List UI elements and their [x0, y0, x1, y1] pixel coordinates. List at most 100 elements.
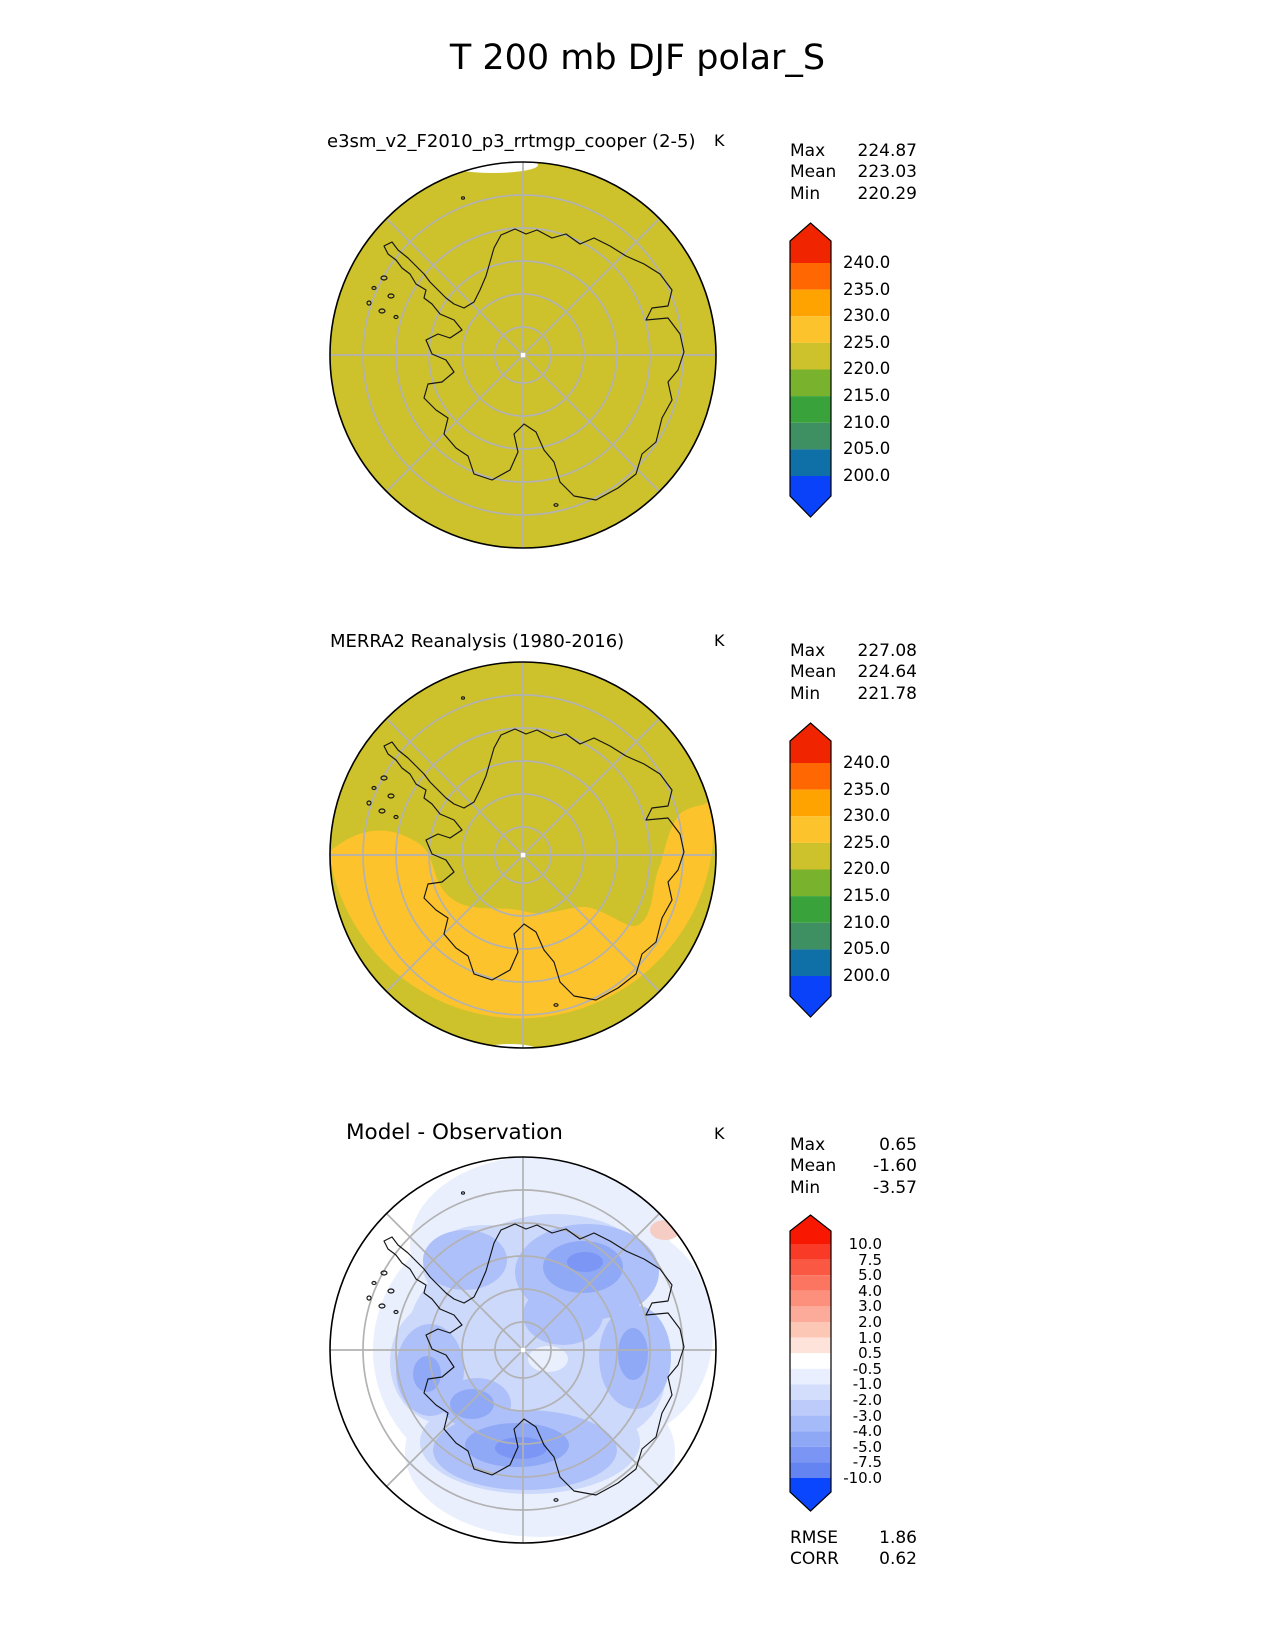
colorbar-panel3 [789, 1214, 832, 1512]
colorbar-tick: 200.0 [843, 966, 891, 985]
colorbar-tick: 220.0 [843, 859, 891, 878]
colorbar-tick: 205.0 [843, 939, 891, 958]
stat-value: 0.62 [879, 1549, 917, 1570]
colorbar-tick: 7.5 [858, 1251, 882, 1269]
panel1-units: K [714, 131, 725, 150]
colorbar-tick: 230.0 [843, 306, 891, 325]
panel3-title: Model - Observation [346, 1120, 563, 1145]
pole-dot [520, 852, 526, 858]
panel1-title: e3sm_v2_F2010_p3_rrtmgp_cooper (2-5) [327, 131, 696, 152]
colorbar-tick: 240.0 [843, 753, 891, 772]
stat-row: CORR 0.62 [790, 1549, 917, 1570]
colorbar-tick: 210.0 [843, 413, 891, 432]
colorbar-tick: -7.5 [852, 1453, 882, 1471]
map-diff-polar [329, 1156, 717, 1544]
panel2-units: K [714, 631, 725, 650]
colorbar-tick: 1.0 [858, 1329, 882, 1347]
colorbar-tick: -0.5 [852, 1360, 882, 1378]
stat-label: RMSE [790, 1528, 839, 1548]
map-boundary [329, 661, 717, 1049]
stat-value: 220.29 [857, 183, 917, 204]
colorbar-tick: -10.0 [843, 1469, 882, 1487]
colorbar-panel2 [789, 722, 832, 1018]
stat-value: 224.87 [857, 141, 917, 161]
colorbar-tick: 205.0 [843, 439, 891, 458]
stat-row: Mean -1.60 [790, 1156, 917, 1177]
stat-label: Mean [790, 162, 837, 183]
colorbar-tick: -1.0 [852, 1375, 882, 1393]
panel3-skill-scores: RMSE 1.86 CORR 0.62 [790, 1528, 917, 1571]
stat-label: Mean [790, 1156, 837, 1177]
stat-row: Max 0.65 [790, 1135, 917, 1156]
colorbar-tick: 215.0 [843, 386, 891, 405]
page-title: T 200 mb DJF polar_S [449, 38, 826, 78]
colorbar-tick: 220.0 [843, 359, 891, 378]
colorbar-arrow-bottom [790, 1478, 831, 1511]
stat-label: Max [790, 1135, 826, 1155]
stat-value: 224.64 [857, 662, 917, 683]
stat-row: Mean 223.03 [790, 162, 917, 183]
colorbar-tick: -5.0 [852, 1438, 882, 1456]
colorbar-outline [789, 222, 832, 518]
stat-label: Min [790, 683, 821, 704]
colorbar-tick: -2.0 [852, 1391, 882, 1409]
map-boundary [329, 1156, 717, 1544]
stat-value: 227.08 [857, 641, 917, 661]
colorbar-tick: 10.0 [848, 1235, 882, 1253]
colorbar-tick: 240.0 [843, 253, 891, 272]
panel1-stats: Max 224.87 Mean 223.03 Min 220.29 [790, 141, 917, 205]
pole-dot [520, 352, 526, 358]
stat-value: -1.60 [873, 1156, 917, 1177]
colorbar-outline [789, 722, 832, 1018]
colorbar-arrow-bottom [790, 476, 831, 517]
colorbar-tick: 210.0 [843, 913, 891, 932]
stat-value: -3.57 [873, 1177, 917, 1198]
colorbar-tick: 225.0 [843, 833, 891, 852]
stat-value: 221.78 [857, 683, 917, 704]
colorbar-tick: -3.0 [852, 1407, 882, 1425]
colorbar-tick: 230.0 [843, 806, 891, 825]
stat-value: 1.86 [879, 1528, 917, 1548]
colorbar-tick: 2.0 [858, 1313, 882, 1331]
colorbar-tick: 5.0 [858, 1266, 882, 1284]
colorbar-tick: 4.0 [858, 1282, 882, 1300]
stat-value: 0.65 [879, 1135, 917, 1155]
panel3-units: K [714, 1124, 725, 1143]
stat-row: RMSE 1.86 [790, 1528, 917, 1549]
panel3-stats: Max 0.65 Mean -1.60 Min -3.57 [790, 1135, 917, 1199]
colorbar-tick: 3.0 [858, 1297, 882, 1315]
stat-label: Mean [790, 662, 837, 683]
stat-label: Min [790, 183, 821, 204]
colorbar-tick: -4.0 [852, 1422, 882, 1440]
colorbar-arrow-top [790, 1215, 831, 1244]
colorbar-arrow-top [790, 723, 831, 763]
stat-row: Min -3.57 [790, 1178, 917, 1199]
panel2-stats: Max 227.08 Mean 224.64 Min 221.78 [790, 641, 917, 705]
map-warm-region [330, 798, 714, 1019]
stat-row: Max 224.87 [790, 141, 917, 162]
colorbar-tick: 235.0 [843, 780, 891, 799]
diff-warm-spot [650, 1220, 680, 1240]
colorbar-tick: 235.0 [843, 280, 891, 299]
stat-row: Min 221.78 [790, 684, 917, 705]
stat-row: Mean 224.64 [790, 662, 917, 683]
pole-dot [520, 1347, 526, 1353]
stat-value: 223.03 [857, 162, 917, 183]
map-obs-polar [329, 661, 717, 1049]
map-boundary [329, 161, 717, 549]
stat-row: Max 227.08 [790, 641, 917, 662]
stat-row: Min 220.29 [790, 184, 917, 205]
map-model-polar [329, 161, 717, 549]
colorbar-tick: 200.0 [843, 466, 891, 485]
colorbar-tick: 0.5 [858, 1344, 882, 1362]
colorbar-outline [789, 1214, 832, 1512]
colorbar-tick: 225.0 [843, 333, 891, 352]
stat-label: CORR [790, 1549, 839, 1570]
stat-label: Max [790, 141, 826, 161]
panel2-title: MERRA2 Reanalysis (1980-2016) [330, 631, 625, 652]
colorbar-arrow-bottom [790, 976, 831, 1017]
stat-label: Min [790, 1177, 821, 1198]
colorbar-panel1 [789, 222, 832, 518]
stat-label: Max [790, 641, 826, 661]
